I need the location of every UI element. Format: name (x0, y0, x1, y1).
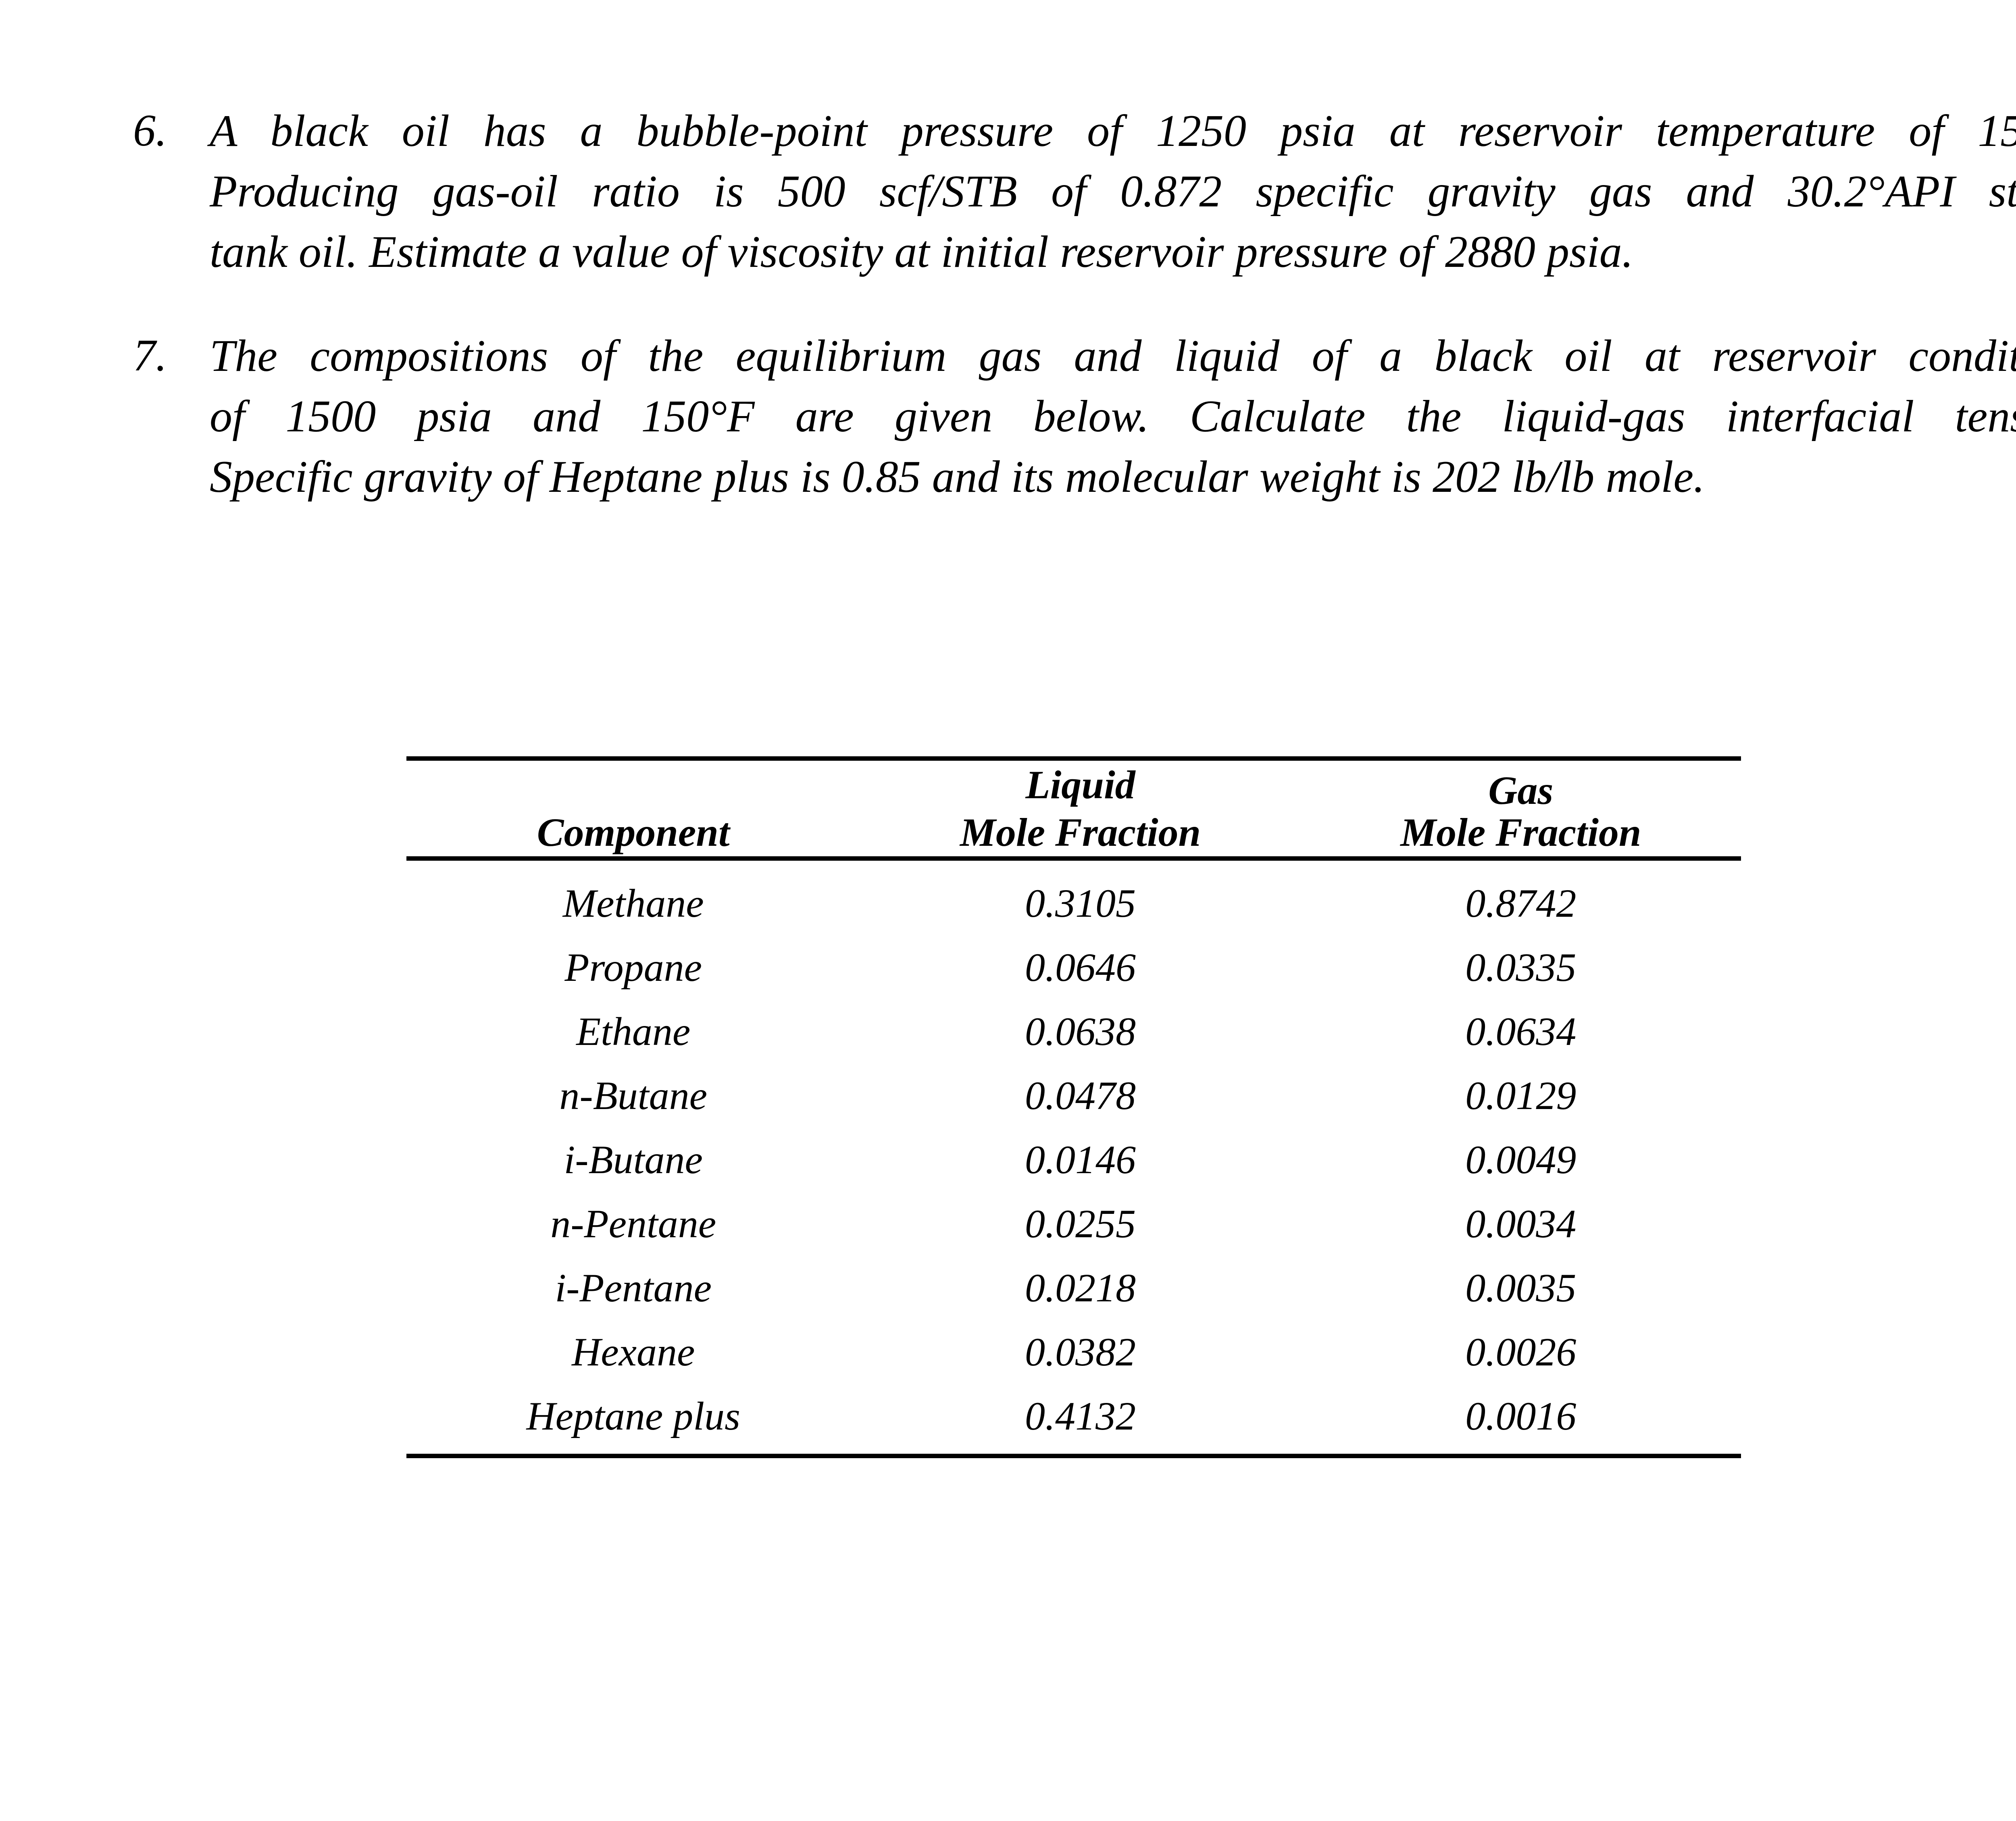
column-header-component-label: Component (537, 810, 730, 855)
table-footer (406, 1454, 1741, 1460)
table-header-rule-cell-1 (406, 854, 860, 861)
cell-component: Ethane (576, 1009, 691, 1054)
column-header-liquid-line1: Liquid (1025, 762, 1135, 807)
table-row: n-Butane 0.0478 0.0129 (406, 1063, 1741, 1128)
table-row: i-Butane 0.0146 0.0049 (406, 1128, 1741, 1192)
cell-gas-fraction: 0.0049 (1465, 1137, 1577, 1182)
table-row: i-Pentane 0.0218 0.0035 (406, 1256, 1741, 1320)
problem-number-7: 7. (133, 331, 167, 381)
problem-7-line-2: of 1500 psia and 150°F are given below. … (210, 391, 2016, 441)
problem-6-line-3: tank oil. Estimate a value of viscosity … (210, 227, 1633, 277)
cell-liquid-fraction: 0.0382 (1025, 1329, 1136, 1374)
cell-liquid-fraction: 0.0218 (1025, 1265, 1136, 1310)
table-header-rule (406, 854, 1741, 861)
composition-table: Component Liquid Mole Fraction Gas Mole … (406, 756, 1741, 1460)
cell-gas-fraction: 0.0634 (1465, 1009, 1577, 1054)
cell-liquid-fraction: 0.4132 (1025, 1393, 1136, 1438)
problem-6-line-2: Producing gas-oil ratio is 500 scf/STB o… (210, 166, 2016, 216)
column-header-liquid-line2: Mole Fraction (960, 810, 1201, 855)
table-bottom-rule (406, 1454, 1741, 1460)
table-row: n-Pentane 0.0255 0.0034 (406, 1192, 1741, 1256)
cell-liquid-fraction: 0.3105 (1025, 880, 1136, 926)
table-header: Component Liquid Mole Fraction Gas Mole … (406, 756, 1741, 861)
table-header-rule-cell-2 (860, 854, 1301, 861)
table-row: Methane 0.3105 0.8742 (406, 859, 1741, 936)
cell-component: i-Butane (564, 1137, 703, 1182)
cell-liquid-fraction: 0.0646 (1025, 945, 1136, 990)
problem-list: 6. A black oil has a bubble-point pressu… (133, 101, 2016, 551)
table-row: Ethane 0.0638 0.0634 (406, 999, 1741, 1063)
table-bottom-rule-cell-3 (1300, 1454, 1741, 1460)
cell-gas-fraction: 0.0016 (1465, 1393, 1577, 1438)
problem-text-6: A black oil has a bubble-point pressure … (210, 101, 2016, 282)
table-header-rule-cell-3 (1300, 854, 1741, 861)
cell-gas-fraction: 0.0034 (1465, 1201, 1577, 1246)
problem-text-7: The compositions of the equilibrium gas … (210, 326, 2016, 507)
table-row: Propane 0.0646 0.0335 (406, 935, 1741, 999)
problem-item-7: 7. The compositions of the equilibrium g… (133, 326, 2016, 507)
cell-component: i-Pentane (555, 1265, 712, 1310)
composition-table-container: Component Liquid Mole Fraction Gas Mole … (406, 756, 1741, 1460)
cell-liquid-fraction: 0.0638 (1025, 1009, 1136, 1054)
cell-component: Propane (564, 945, 702, 990)
column-header-component: Component (406, 756, 860, 856)
problem-item-6: 6. A black oil has a bubble-point pressu… (133, 101, 2016, 282)
column-header-gas-mole-fraction: Gas Mole Fraction (1300, 756, 1741, 856)
column-header-liquid-mole-fraction: Liquid Mole Fraction (860, 756, 1301, 856)
problem-7-line-3: Specific gravity of Heptane plus is 0.85… (210, 452, 1705, 502)
cell-component: Methane (562, 880, 704, 926)
cell-gas-fraction: 0.0335 (1465, 945, 1577, 990)
cell-gas-fraction: 0.0026 (1465, 1329, 1577, 1374)
cell-component: Hexane (572, 1329, 695, 1374)
cell-liquid-fraction: 0.0146 (1025, 1137, 1136, 1182)
column-header-gas-line2: Mole Fraction (1400, 810, 1641, 855)
cell-component: Heptane plus (526, 1393, 740, 1438)
table-body: Methane 0.3105 0.8742 Propane 0.0646 0.0335 Et… (406, 859, 1741, 1456)
cell-gas-fraction: 0.0035 (1465, 1265, 1577, 1310)
problem-7-line-1: The compositions of the equilibrium gas … (210, 331, 2016, 381)
table-bottom-rule-cell-2 (860, 1454, 1301, 1460)
cell-component: n-Butane (559, 1073, 707, 1118)
problem-number-6: 6. (133, 106, 167, 156)
table-row: Hexane 0.0382 0.0026 (406, 1320, 1741, 1384)
table-bottom-rule-cell-1 (406, 1454, 860, 1460)
table-top-rule: Component Liquid Mole Fraction Gas Mole … (406, 756, 1741, 856)
cell-gas-fraction: 0.0129 (1465, 1073, 1577, 1118)
problem-6-line-1: A black oil has a bubble-point pressure … (210, 106, 2016, 156)
cell-component: n-Pentane (550, 1201, 716, 1246)
cell-gas-fraction: 0.8742 (1465, 880, 1577, 926)
table-row: Heptane plus 0.4132 0.0016 (406, 1384, 1741, 1456)
cell-liquid-fraction: 0.0255 (1025, 1201, 1136, 1246)
cell-liquid-fraction: 0.0478 (1025, 1073, 1136, 1118)
column-header-gas-line1: Gas (1488, 768, 1554, 813)
